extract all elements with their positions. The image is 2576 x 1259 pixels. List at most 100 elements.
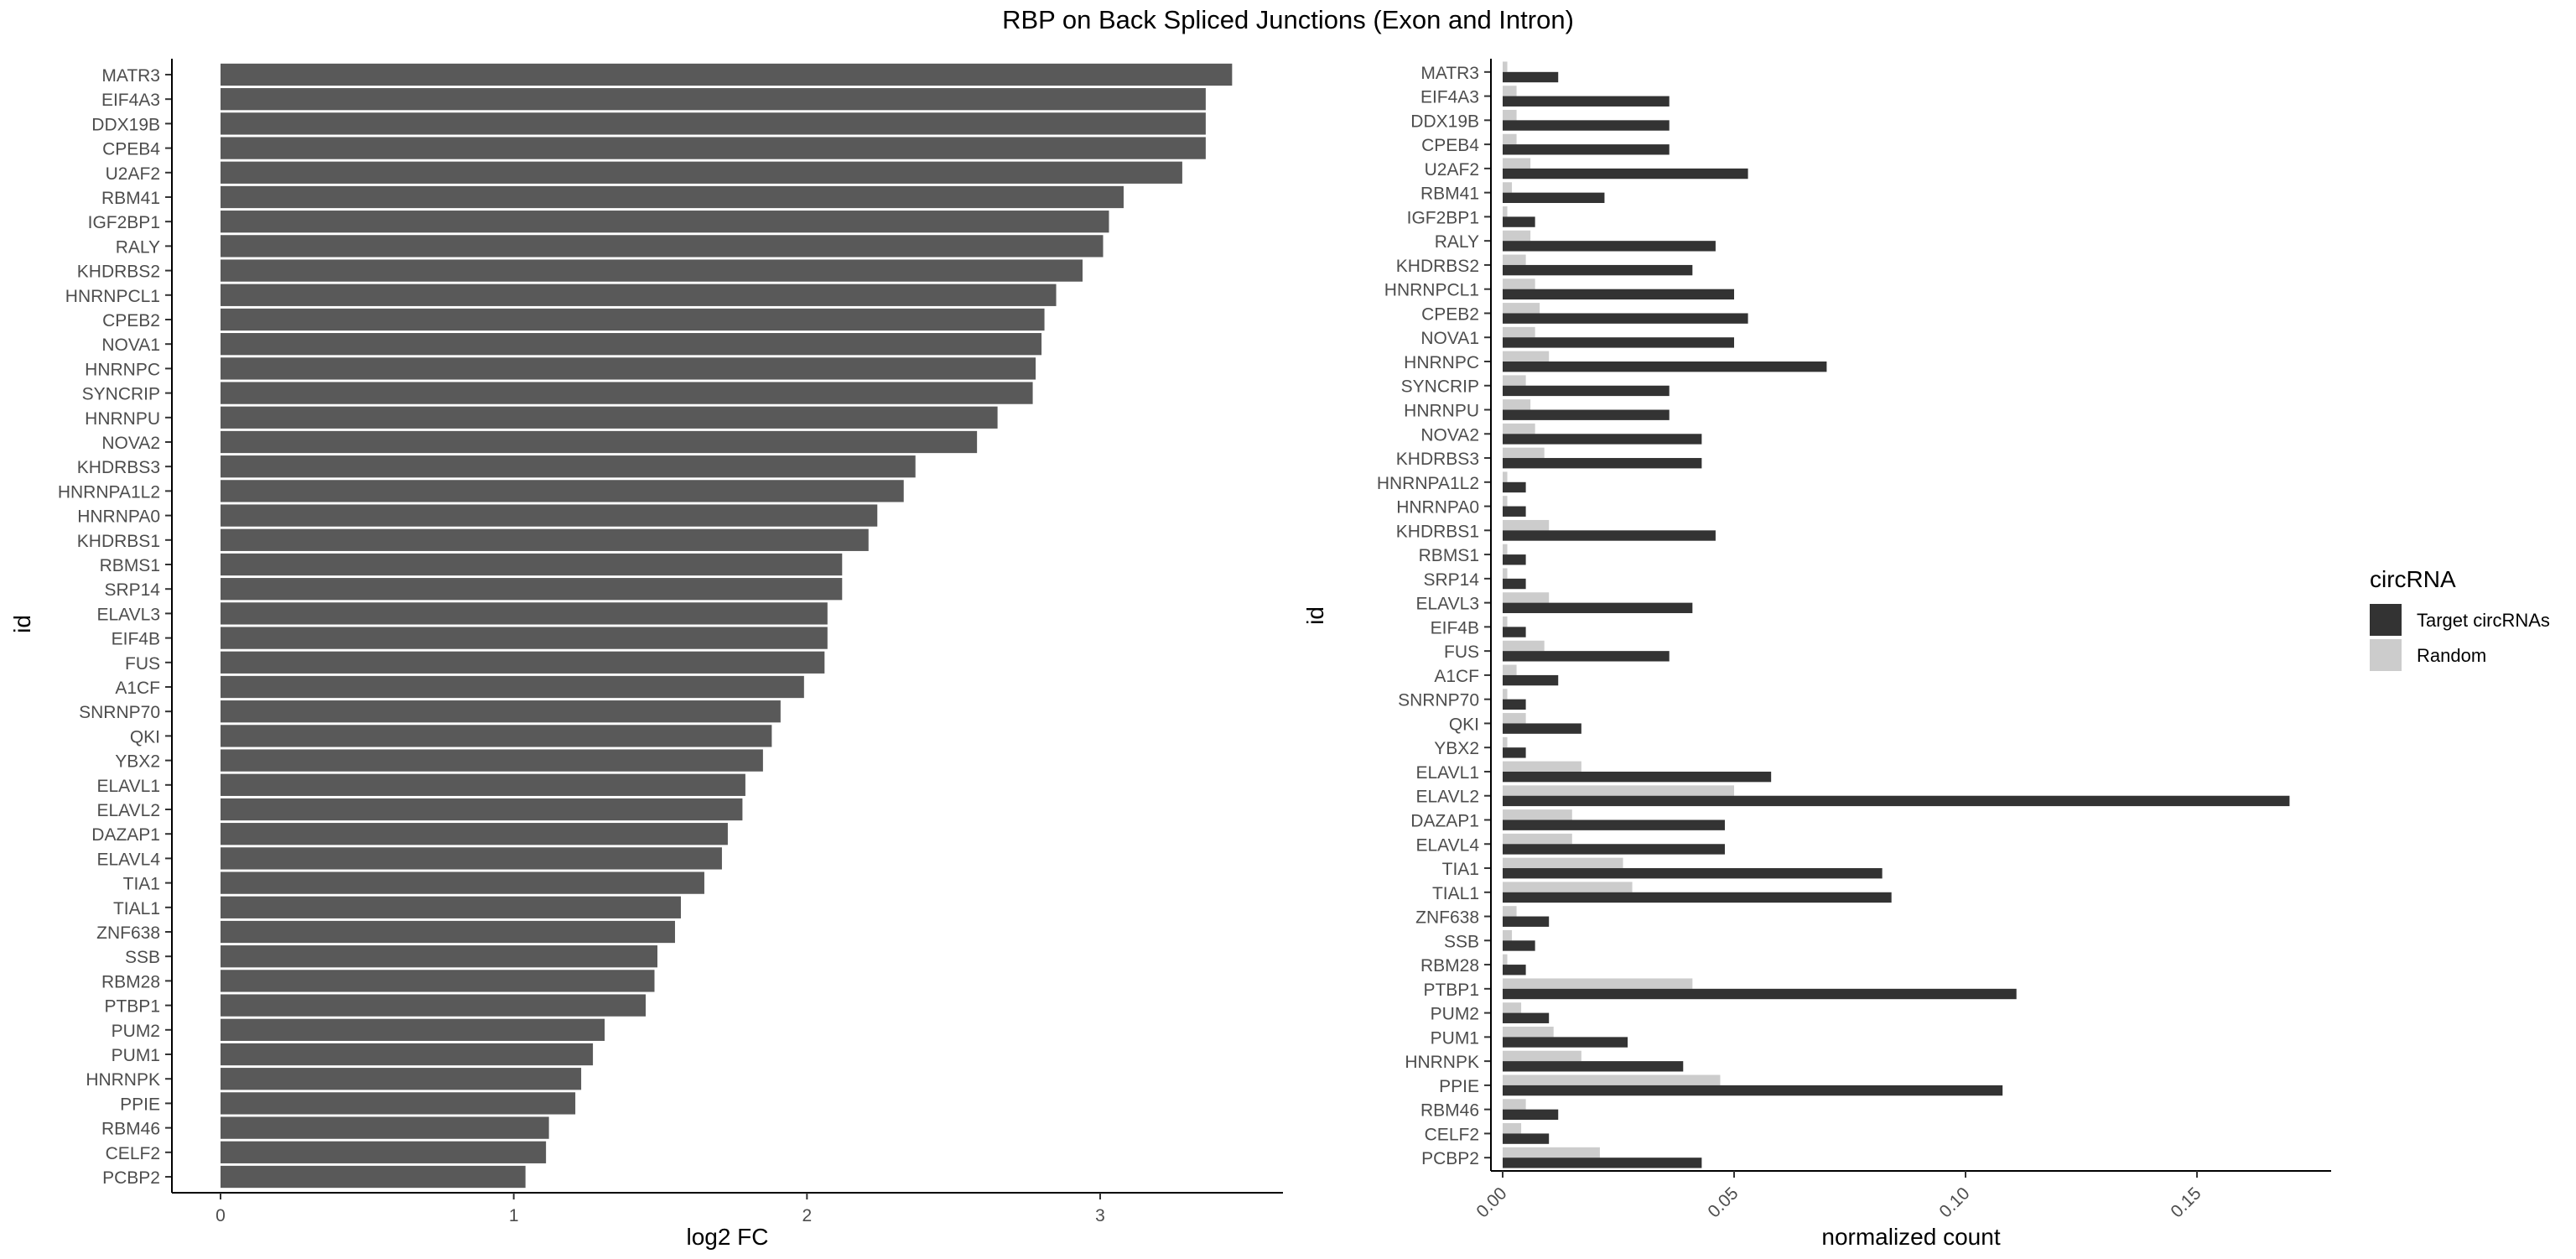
bar-celf2 [221,1141,547,1163]
x-tick-label: 0 [216,1206,226,1225]
y-tick-label: PTBP1 [1423,981,1479,1000]
bar-random-fus [1503,640,1545,652]
y-tick-label: RBM28 [101,972,160,991]
y-tick-label: SYNCRIP [82,385,160,404]
bar-random-dazap1 [1503,809,1572,820]
bar-random-rbm41 [1503,182,1513,193]
bar-random-hnrnpk [1503,1050,1581,1062]
bar-rbm41 [221,185,1124,209]
bar-a1cf [221,675,804,699]
y-tick-label: HNRNPC [85,360,160,379]
legend-label-random: Random [2417,645,2486,666]
x-tick-label: 0.10 [1935,1184,1973,1221]
bar-random-ssb [1503,929,1513,941]
bar-random-znf638 [1503,906,1517,917]
y-tick-label: TIAL1 [113,899,160,918]
bar-qki [221,725,772,747]
bar-target-matr3 [1503,71,1559,83]
bar-random-khdrbs3 [1503,447,1545,459]
bar-target-pum1 [1503,1037,1628,1048]
bar-igf2bp1 [221,211,1109,233]
y-tick-label: SNRNP70 [79,703,160,722]
y-tick-label: RBM46 [101,1120,160,1139]
bar-target-hnrnpk [1503,1061,1684,1072]
y-tick-label: EIF4B [1431,618,1479,637]
bar-random-a1cf [1503,664,1517,675]
bar-target-snrnp70 [1503,699,1526,710]
y-tick-label: HNRNPCL1 [1384,281,1479,300]
bar-eif4a3 [221,88,1206,111]
bar-target-nova2 [1503,434,1702,445]
bar-random-syncrip [1503,375,1526,386]
y-tick-label: HNRNPC [1404,353,1479,372]
bar-target-cpeb2 [1503,313,1748,324]
bar-hnrnpk [221,1068,582,1090]
bar-random-pum2 [1503,1002,1522,1013]
bar-random-u2af2 [1503,158,1531,169]
bar-random-pum1 [1503,1026,1554,1038]
y-tick-label: TIAL1 [1432,884,1479,903]
bar-target-raly [1503,241,1716,252]
bar-random-eif4b [1503,616,1508,627]
bar-random-hnrnpcl1 [1503,278,1535,289]
x-tick-label: 0.00 [1472,1184,1510,1221]
y-tick-label: CELF2 [106,1144,160,1163]
y-tick-label: HNRNPU [1404,402,1479,421]
y-tick-label: ELAVL2 [97,801,161,820]
bar-random-qki [1503,713,1526,724]
bar-random-hnrnpu [1503,399,1531,410]
x-tick-label: 3 [1095,1206,1105,1225]
bar-hnrnpu [221,406,998,429]
bar-random-ppie [1503,1074,1721,1085]
bar-elavl2 [221,798,743,821]
bar-pcbp2 [221,1165,526,1189]
x-axis-title: log2 FC [686,1224,768,1250]
bar-random-nova1 [1503,326,1535,338]
bar-random-pcbp2 [1503,1147,1600,1158]
bar-cpeb2 [221,308,1045,331]
bar-khdrbs2 [221,259,1083,282]
y-tick-label: ELAVL3 [1416,595,1480,614]
y-tick-label: IGF2BP1 [1407,208,1479,227]
y-tick-label: MATR3 [101,66,160,86]
bar-random-rbm46 [1503,1099,1526,1110]
bar-random-nova2 [1503,423,1535,434]
y-tick-label: PUM2 [112,1022,160,1041]
y-tick-label: HNRNPU [85,409,160,429]
bar-random-matr3 [1503,61,1508,72]
y-tick-label: PUM1 [1431,1028,1479,1048]
y-tick-label: RALY [116,237,160,257]
bar-target-nova1 [1503,337,1734,348]
y-tick-label: ELAVL1 [97,777,161,796]
y-tick-label: QKI [1449,715,1479,734]
bar-random-cpeb4 [1503,133,1517,145]
x-tick-label: 1 [509,1206,519,1225]
y-tick-label: ELAVL4 [97,850,161,869]
y-axis-title: id [9,615,35,633]
y-tick-label: A1CF [115,679,160,698]
bar-random-tial1 [1503,882,1633,892]
y-tick-label: HNRNPA1L2 [58,482,160,502]
bar-rbm28 [221,970,655,992]
x-tick-label: 0.05 [1704,1184,1742,1221]
y-tick-label: RBM28 [1420,956,1479,975]
bar-target-ppie [1503,1085,2003,1096]
bar-target-rbm46 [1503,1109,1559,1121]
y-tick-label: RBMS1 [100,556,160,575]
bar-random-ddx19b [1503,109,1517,121]
y-tick-label: ELAVL3 [97,605,161,624]
bar-fus [221,651,825,674]
bar-target-cpeb4 [1503,144,1670,155]
left-panel: MATR3 EIF4A3 DDX19B CPEB4 U2AF2 RBM41 IGF2BP1 R… [9,59,1283,1250]
bar-target-khdrbs3 [1503,458,1702,469]
y-tick-label: ZNF638 [96,923,160,943]
y-tick-label: KHDRBS2 [1396,257,1479,276]
y-tick-label: TIA1 [123,875,160,894]
y-tick-label: HNRNPA0 [1396,498,1479,518]
bar-znf638 [221,920,675,944]
y-tick-label: PCBP2 [102,1168,160,1188]
legend-label-target: Target circRNAs [2417,610,2550,631]
bar-random-elavl3 [1503,592,1550,603]
bar-random-ptbp1 [1503,978,1693,989]
y-tick-label: EIF4A3 [1420,88,1479,107]
